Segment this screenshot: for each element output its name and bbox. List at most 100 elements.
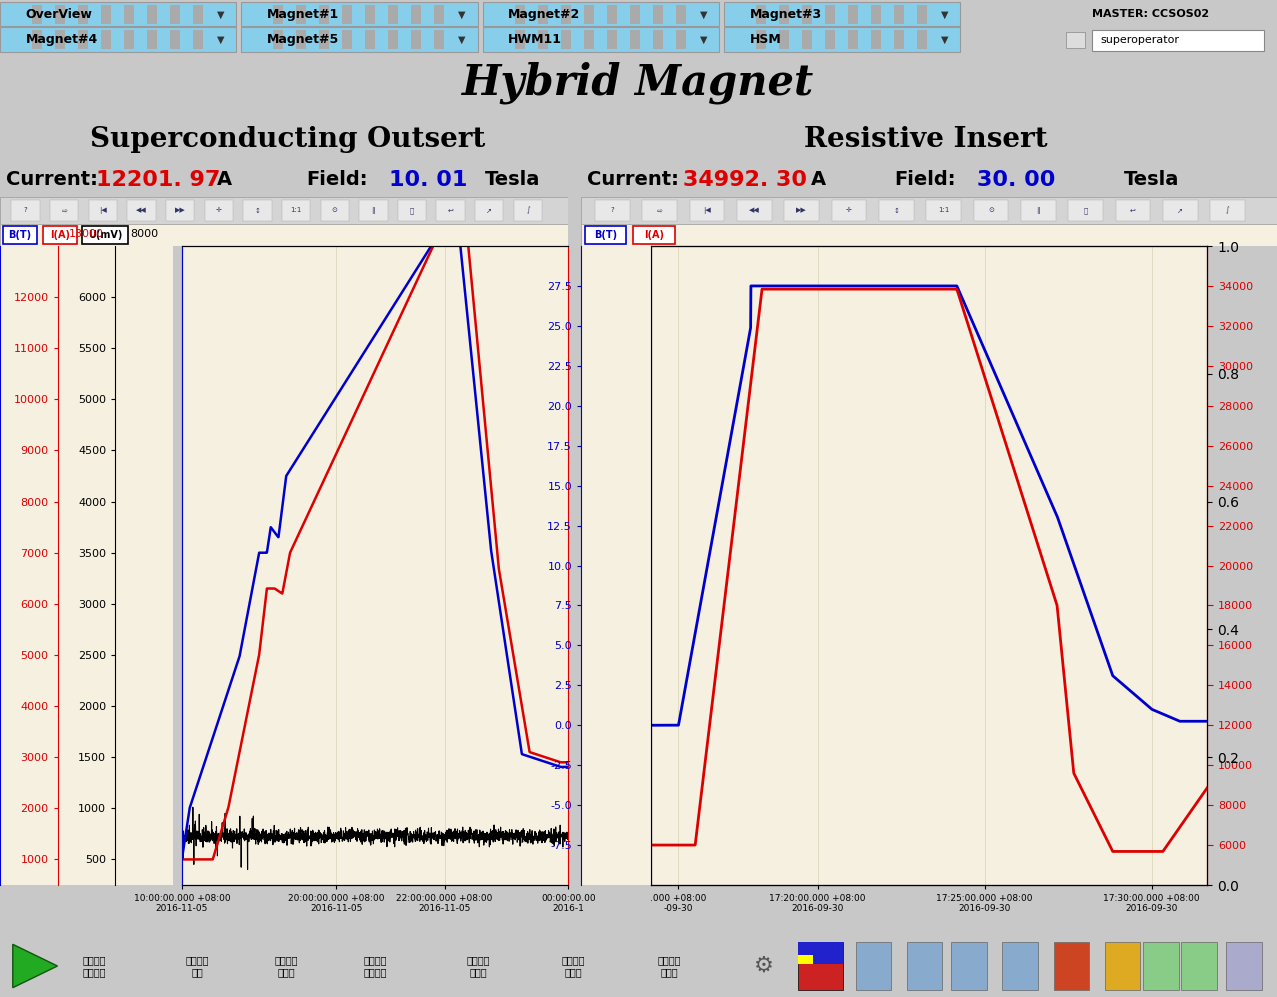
- Text: ↩: ↩: [448, 207, 453, 213]
- Text: 30. 00: 30. 00: [977, 169, 1055, 189]
- Text: ⊙: ⊙: [332, 207, 337, 213]
- Text: superoperator: superoperator: [1101, 35, 1180, 45]
- Bar: [848, 5, 858, 24]
- Text: ∫: ∫: [526, 206, 530, 214]
- Text: HWM11: HWM11: [508, 33, 562, 46]
- Text: ▼: ▼: [217, 9, 225, 19]
- Bar: [32, 5, 42, 24]
- Bar: [434, 5, 444, 24]
- Text: Magnet#4: Magnet#4: [26, 33, 98, 46]
- Bar: [779, 5, 789, 24]
- Text: Hybrid Magnet: Hybrid Magnet: [462, 62, 815, 104]
- Bar: [78, 30, 88, 50]
- Text: Magnet#2: Magnet#2: [508, 8, 581, 21]
- Bar: [690, 199, 724, 221]
- Text: MASTER: CCSOS02: MASTER: CCSOS02: [1092, 9, 1209, 19]
- Bar: [3, 226, 37, 244]
- Bar: [630, 5, 640, 24]
- Text: B(T): B(T): [9, 230, 32, 240]
- Bar: [642, 199, 677, 221]
- Text: 混合磁体
磁场参动: 混合磁体 磁场参动: [364, 955, 387, 977]
- Bar: [798, 942, 843, 964]
- Text: 13000: 13000: [69, 229, 103, 239]
- Bar: [848, 30, 858, 50]
- Bar: [1002, 942, 1038, 990]
- Bar: [1054, 942, 1089, 990]
- Bar: [365, 30, 375, 50]
- Bar: [170, 5, 180, 24]
- Text: OverView: OverView: [26, 8, 92, 21]
- Bar: [653, 5, 663, 24]
- Bar: [561, 30, 571, 50]
- Bar: [437, 199, 465, 221]
- Bar: [1143, 942, 1179, 990]
- Bar: [907, 942, 942, 990]
- Text: ?: ?: [24, 207, 27, 213]
- Bar: [1092, 30, 1264, 51]
- Bar: [319, 5, 329, 24]
- Bar: [204, 199, 232, 221]
- Bar: [1020, 199, 1056, 221]
- Bar: [88, 199, 117, 221]
- Text: Field:: Field:: [306, 170, 368, 189]
- Text: ↕: ↕: [894, 207, 899, 213]
- Bar: [676, 5, 686, 24]
- Bar: [779, 30, 789, 50]
- Bar: [319, 30, 329, 50]
- Text: 监控监警
趋势图: 监控监警 趋势图: [658, 955, 681, 977]
- Text: Magnet#5: Magnet#5: [267, 33, 340, 46]
- FancyBboxPatch shape: [724, 2, 960, 26]
- Bar: [756, 30, 766, 50]
- Bar: [1181, 942, 1217, 990]
- Bar: [515, 5, 525, 24]
- Text: ?: ?: [610, 207, 614, 213]
- Bar: [147, 30, 157, 50]
- Bar: [101, 5, 111, 24]
- Bar: [825, 5, 835, 24]
- Bar: [917, 30, 927, 50]
- Text: Tesla: Tesla: [1124, 170, 1179, 189]
- Bar: [1116, 199, 1151, 221]
- Bar: [831, 199, 866, 221]
- Text: ▶▶: ▶▶: [175, 207, 185, 213]
- Bar: [411, 5, 421, 24]
- Polygon shape: [13, 944, 57, 988]
- Bar: [538, 5, 548, 24]
- Bar: [1069, 199, 1103, 221]
- Bar: [243, 199, 272, 221]
- Text: 超导冷却
网路: 超导冷却 网路: [185, 955, 208, 977]
- Text: ✛: ✛: [216, 207, 222, 213]
- Bar: [411, 30, 421, 50]
- Text: 8000: 8000: [130, 229, 158, 239]
- Bar: [342, 30, 352, 50]
- Bar: [55, 30, 65, 50]
- Text: ↕: ↕: [254, 207, 261, 213]
- Text: 🖨: 🖨: [1083, 207, 1088, 213]
- Bar: [879, 199, 914, 221]
- Bar: [1066, 32, 1085, 49]
- Text: 🖨: 🖨: [410, 207, 414, 213]
- FancyBboxPatch shape: [0, 28, 236, 52]
- Bar: [1105, 942, 1140, 990]
- Bar: [282, 199, 310, 221]
- Text: ▼: ▼: [458, 9, 466, 19]
- Text: |◀: |◀: [100, 207, 107, 214]
- Bar: [894, 30, 904, 50]
- Bar: [585, 226, 626, 244]
- Bar: [798, 942, 843, 990]
- Bar: [273, 5, 283, 24]
- Bar: [50, 199, 78, 221]
- Bar: [951, 942, 987, 990]
- Bar: [321, 199, 349, 221]
- Bar: [166, 199, 194, 221]
- Text: ▼: ▼: [700, 35, 707, 45]
- Text: 1:1: 1:1: [937, 207, 949, 213]
- Text: ✛: ✛: [847, 207, 852, 213]
- Bar: [475, 199, 503, 221]
- Text: Current:: Current:: [6, 170, 98, 189]
- Bar: [802, 5, 812, 24]
- Bar: [388, 30, 398, 50]
- Text: ▼: ▼: [700, 9, 707, 19]
- Bar: [32, 30, 42, 50]
- Bar: [802, 30, 812, 50]
